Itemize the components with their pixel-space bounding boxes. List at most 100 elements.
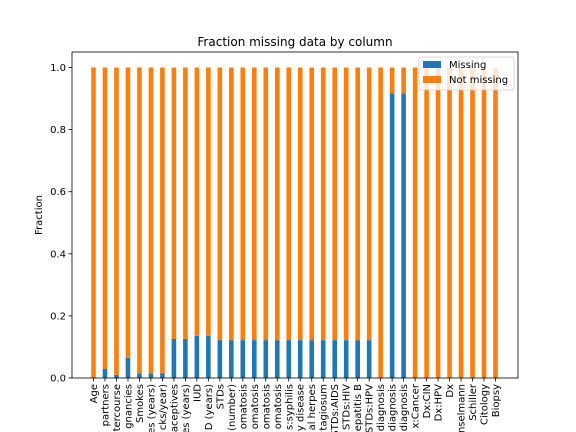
y-tick-label-1: 0.2: [50, 311, 66, 322]
bar-missing-7: [171, 338, 177, 378]
bar-not-missing-28: [412, 67, 418, 379]
bar-not-missing-2: [114, 67, 119, 375]
bar-not-missing-33: [470, 67, 475, 379]
bar-missing-3: [125, 357, 131, 378]
bar-missing-24: [366, 340, 372, 378]
bar-missing-1: [102, 368, 108, 378]
x-tick-label-18: y disease: [296, 384, 307, 431]
x-tick-label-20: tagiosum: [319, 384, 330, 431]
x-tick-label-29: Dx:CIN: [422, 384, 433, 418]
bars-layer: [91, 67, 498, 379]
bar-missing-23: [355, 340, 360, 378]
x-tick-label-2: tercourse: [112, 384, 123, 431]
legend-swatch-not-missing: [423, 76, 441, 83]
legend-label-not-missing: Not missing: [449, 75, 508, 86]
bar-not-missing-27: [401, 67, 406, 94]
bar-not-missing-1: [102, 67, 108, 369]
bar-not-missing-6: [160, 67, 165, 374]
bar-not-missing-30: [435, 67, 441, 379]
x-tick-label-4: Smokes: [135, 384, 146, 423]
x-tick-label-34: Citology: [480, 384, 491, 425]
bar-not-missing-18: [297, 67, 303, 341]
x-tick-label-10: D (years): [204, 384, 215, 430]
legend-frame: [418, 56, 515, 91]
y-tick-label-4: 0.8: [50, 125, 66, 136]
plot-frame: [71, 51, 519, 379]
x-tick-label-12: (number): [227, 384, 238, 431]
x-tick-label-35: Biopsy: [491, 384, 502, 417]
bar-not-missing-5: [148, 67, 154, 374]
bar-not-missing-29: [424, 67, 429, 379]
y-tick-label-5: 1.0: [50, 63, 66, 74]
x-tick-label-21: STDs:AIDS: [330, 384, 341, 432]
bar-missing-14: [252, 340, 257, 378]
y-tick-label-2: 0.4: [50, 249, 66, 260]
bar-not-missing-13: [240, 67, 246, 341]
bar-not-missing-32: [458, 67, 464, 379]
x-tick-label-0: Age: [89, 384, 100, 403]
x-tick-label-6: cks/year): [158, 384, 169, 430]
bar-not-missing-26: [389, 67, 395, 94]
y-axis: 0.0 0.2 0.4 0.6 0.8 1.0: [50, 63, 72, 385]
bar-not-missing-10: [206, 67, 211, 336]
bar-not-missing-35: [493, 67, 498, 379]
bar-missing-2: [114, 374, 119, 378]
x-tick-label-25: diagnosis: [376, 384, 387, 431]
x-tick-label-27: diagnosis: [399, 384, 410, 431]
x-tick-label-1: partners: [100, 384, 111, 426]
bar-missing-4: [137, 373, 142, 378]
bar-missing-8: [183, 338, 188, 378]
x-tick-label-15: omatosis: [261, 384, 272, 429]
x-tick-label-11: STDs: [215, 384, 226, 409]
x-tick-label-33: Schiller: [468, 383, 479, 421]
bar-missing-20: [320, 340, 326, 378]
bar-missing-19: [309, 340, 315, 378]
bar-missing-21: [332, 340, 337, 378]
bar-not-missing-17: [286, 67, 292, 341]
bar-not-missing-7: [171, 67, 177, 339]
bar-missing-26: [389, 93, 395, 378]
bar-not-missing-22: [343, 67, 349, 341]
x-tick-label-28: x:Cancer: [411, 383, 422, 428]
x-tick-label-3: gnancies: [123, 384, 134, 429]
x-tick-label-26: diagnosis: [388, 384, 399, 431]
bar-missing-11: [217, 340, 223, 378]
bar-missing-16: [274, 340, 280, 378]
bar-not-missing-23: [355, 67, 360, 341]
bar-missing-13: [240, 340, 246, 378]
bar-not-missing-11: [217, 67, 223, 341]
x-tick-label-32: nselmann: [457, 384, 468, 432]
bar-not-missing-3: [125, 67, 131, 358]
y-axis-label: Fraction: [34, 195, 45, 235]
bar-not-missing-24: [366, 67, 372, 341]
chart-title: Fraction missing data by column: [197, 35, 392, 49]
bar-not-missing-20: [320, 67, 326, 341]
bar-not-missing-8: [183, 67, 188, 339]
x-tick-label-8: es (years): [181, 384, 192, 432]
bar-missing-9: [194, 335, 200, 378]
bar-not-missing-25: [378, 67, 383, 379]
bar-not-missing-4: [137, 67, 142, 374]
y-tick-label-0: 0.0: [50, 374, 66, 385]
bar-missing-18: [297, 340, 303, 378]
bar-not-missing-0: [91, 67, 96, 379]
x-tick-label-9: IUD: [192, 384, 203, 402]
x-axis: Age partners tercourse gnancies Smokes es (ye…: [89, 378, 502, 432]
bar-not-missing-12: [229, 67, 234, 341]
x-tick-label-7: aceptives: [169, 384, 180, 432]
bar-not-missing-34: [481, 67, 487, 379]
bar-not-missing-19: [309, 67, 315, 341]
bar-missing-6: [160, 373, 165, 378]
bar-not-missing-9: [194, 67, 200, 336]
x-tick-label-14: omatosis: [250, 384, 261, 429]
x-tick-label-17: s:syphilis: [284, 384, 295, 430]
x-tick-label-22: STDs:HIV: [342, 384, 353, 430]
bar-missing-22: [343, 340, 349, 378]
x-tick-label-13: omatosis: [238, 384, 249, 429]
bar-missing-15: [263, 340, 269, 378]
bar-not-missing-16: [274, 67, 280, 341]
x-tick-label-19: al herpes: [307, 384, 318, 430]
legend-label-missing: Missing: [449, 60, 486, 71]
x-tick-label-24: STDs:HPV: [365, 384, 376, 432]
